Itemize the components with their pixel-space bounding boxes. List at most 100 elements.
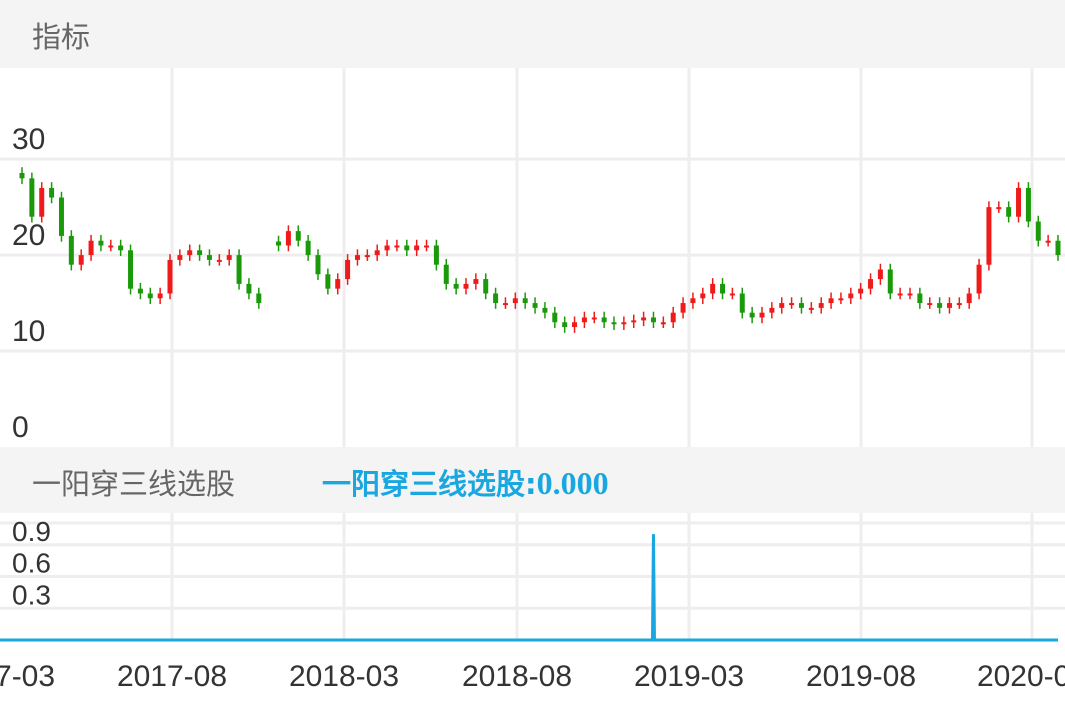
- candle-body: [404, 245, 410, 251]
- candle-body: [907, 293, 913, 296]
- candle-body: [364, 255, 370, 258]
- candle-body: [858, 288, 864, 294]
- candle-body: [315, 255, 321, 275]
- candle-body: [779, 303, 785, 308]
- candle-body: [976, 264, 982, 294]
- candle-body: [562, 322, 568, 328]
- x-tick-label: 2018-08: [462, 660, 572, 693]
- candle-body: [128, 250, 134, 289]
- candle-body: [729, 293, 735, 296]
- candle-body: [769, 307, 775, 313]
- candle-body: [956, 303, 962, 306]
- y-tick-label: 0.9: [12, 516, 51, 547]
- candle-body: [611, 322, 617, 325]
- candle-body: [621, 322, 627, 325]
- candle-body: [49, 187, 55, 198]
- sub-indicator-header: 一阳穿三线选股 一阳穿三线选股:0.000: [0, 447, 1065, 513]
- candle-body: [690, 298, 696, 304]
- candle-body: [522, 298, 528, 304]
- y-tick-label: 30: [12, 123, 45, 156]
- x-tick-label: 2017-08: [117, 660, 227, 693]
- candle-body: [828, 298, 834, 304]
- candle-body: [374, 250, 380, 256]
- candle-body: [946, 303, 952, 308]
- candle-body: [29, 178, 35, 217]
- signal-line: [0, 534, 1058, 642]
- y-tick-label: 10: [12, 315, 45, 348]
- indicator-title: 指标: [32, 20, 91, 54]
- x-tick-label: 2019-08: [806, 660, 916, 693]
- candle-body: [384, 245, 390, 251]
- candle-body: [345, 259, 351, 280]
- candle-body: [236, 255, 242, 284]
- candle-body: [581, 317, 587, 323]
- candle-body: [1006, 207, 1012, 217]
- x-tick-label: 2020-01: [977, 660, 1065, 693]
- candle-body: [838, 298, 844, 301]
- candle-body: [759, 312, 765, 318]
- candle-body: [1055, 240, 1061, 256]
- candle-body: [285, 231, 291, 246]
- candle-body: [749, 312, 755, 318]
- candle-body: [443, 264, 449, 284]
- candle-body: [453, 283, 459, 289]
- candle-body: [68, 235, 74, 265]
- candle-body: [108, 245, 114, 248]
- candle-body: [276, 241, 282, 246]
- candle-body: [1016, 187, 1022, 217]
- candle-body: [848, 293, 854, 299]
- candle-body: [463, 283, 469, 289]
- candle-body: [641, 317, 647, 321]
- candle-body: [206, 255, 212, 260]
- candle-body: [157, 293, 163, 299]
- x-tick-label: 2018-03: [289, 660, 399, 693]
- candle-body: [414, 245, 420, 251]
- candle-body: [98, 240, 104, 246]
- candle-body: [542, 307, 548, 313]
- value-label: 一阳穿三线选股:: [322, 467, 537, 501]
- candle-body: [601, 317, 607, 323]
- candle-body: [1045, 240, 1051, 243]
- candle-body: [818, 303, 824, 308]
- candle-body: [1025, 187, 1031, 222]
- candle-body: [394, 245, 400, 248]
- candle-body: [700, 293, 706, 299]
- y-tick-label: 20: [12, 219, 45, 252]
- candle-body: [680, 303, 686, 313]
- candle-body: [572, 322, 578, 328]
- candle-body: [996, 207, 1002, 210]
- candle-body: [246, 283, 252, 294]
- candle-body: [631, 320, 637, 323]
- y-tick-label: 0.6: [12, 548, 51, 579]
- candle-body: [177, 255, 183, 260]
- candle-body: [808, 307, 814, 310]
- candle-body: [433, 245, 439, 265]
- candle-body: [187, 250, 193, 256]
- candle-body: [877, 269, 883, 280]
- candle-body: [986, 207, 992, 265]
- candle-body: [147, 293, 153, 299]
- candle-body: [1035, 221, 1041, 241]
- candle-body: [118, 245, 124, 251]
- candle-body: [78, 255, 84, 265]
- candle-body: [660, 322, 666, 325]
- sub-indicator-value: 一阳穿三线选股:0.000: [322, 461, 609, 503]
- candle-body: [798, 303, 804, 308]
- candle-body: [591, 317, 597, 320]
- candle-body: [39, 187, 45, 217]
- candle-body: [167, 259, 173, 294]
- candle-body: [966, 293, 972, 304]
- candle-body: [137, 288, 143, 294]
- candle-body: [424, 245, 430, 248]
- candle-body: [335, 279, 341, 289]
- candle-body: [670, 312, 676, 323]
- candle-body: [197, 250, 203, 256]
- candle-body: [295, 231, 301, 241]
- candle-body: [305, 240, 311, 256]
- sub-indicator-title: 一阳穿三线选股: [32, 467, 236, 501]
- candle-body: [937, 303, 943, 308]
- y-tick-label: 0.3: [12, 579, 51, 610]
- x-tick-label: 2017-03: [0, 660, 55, 693]
- candle-body: [789, 303, 795, 306]
